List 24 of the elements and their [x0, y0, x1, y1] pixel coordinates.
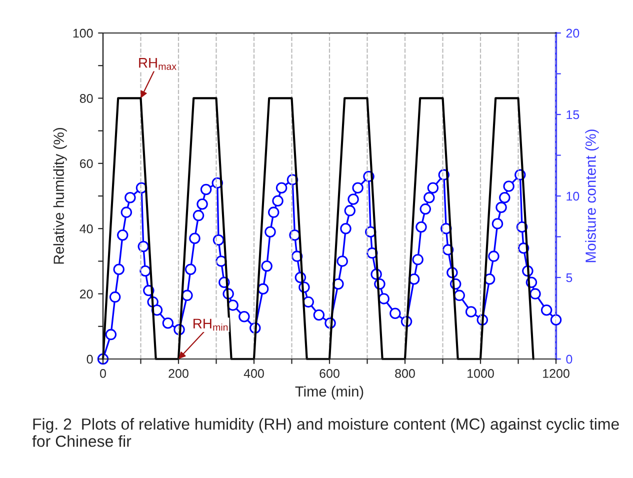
caption: Fig. 2 Plots of relative humidity (RH) and moisture content (MC) against cyclic time for Chinese fir — [32, 418, 619, 447]
y-tick-label: 0 — [86, 354, 93, 364]
y2-tick-label: 20 — [566, 28, 580, 38]
y-axis-title: Relative humidity (%) — [53, 128, 67, 264]
annotation: RH$_{max}$ — [139, 58, 176, 70]
x-tick-label: 400 — [244, 369, 264, 378]
y2-tick-label: 0 — [566, 354, 572, 364]
y-tick-label: 60 — [80, 159, 93, 168]
y-tick-label: 20 — [80, 290, 93, 298]
y2-tick-label: 5 — [566, 273, 572, 282]
x-tick-label: 200 — [168, 369, 188, 378]
y-tick-label: 40 — [80, 224, 93, 234]
annotation: RH$_{min}$ — [194, 318, 228, 331]
y2-tick-label: 15 — [566, 110, 580, 120]
x-tick-label: 600 — [320, 369, 340, 378]
y-tick-label: 80 — [80, 94, 93, 103]
x-tick-label: 1000 — [468, 369, 494, 378]
x-tick-label: 800 — [395, 369, 415, 378]
y2-axis-title: Moisture content (%) — [585, 130, 599, 262]
y-tick-label: 100 — [73, 28, 93, 38]
x-axis-title: Time (min) — [295, 386, 364, 400]
x-tick-label: 0 — [100, 369, 106, 378]
x-tick-label: 1200 — [543, 369, 570, 378]
y2-tick-label: 10 — [566, 192, 580, 201]
